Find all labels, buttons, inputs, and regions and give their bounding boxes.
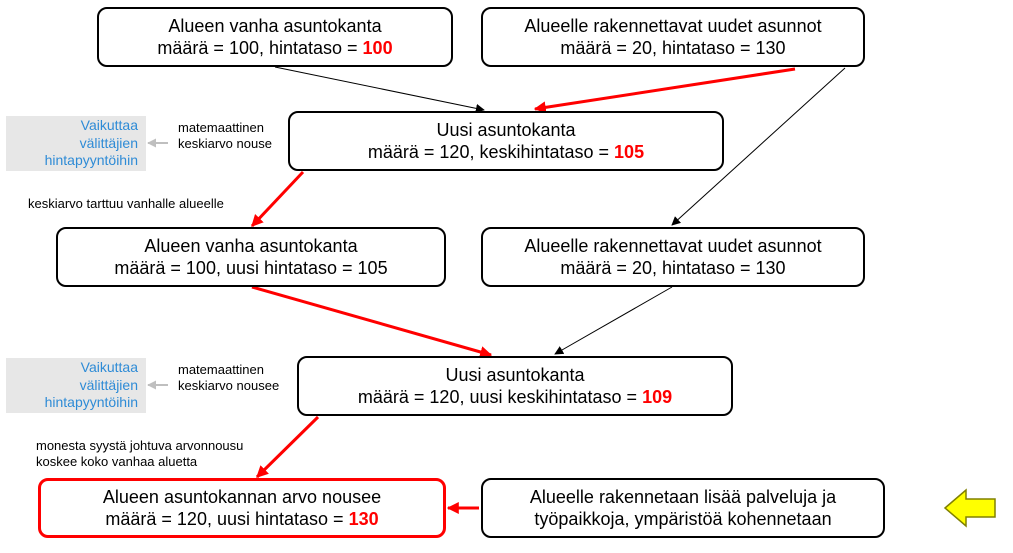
text: määrä = 20, hintataso = 130 [560,38,785,58]
node-line: Alueelle rakennettavat uudet asunnot [524,235,821,258]
node-line: välittäjien [80,377,138,395]
node-n2: Alueelle rakennettavat uudet asunnotmäär… [481,7,865,67]
node-line: määrä = 100, uusi hintataso = 105 [114,257,387,280]
caption-s7: koskee koko vanhaa aluetta [36,454,197,469]
text: määrä = 100, hintataso = [157,38,362,58]
node-line: Alueen vanha asuntokanta [168,15,381,38]
edge-n2-n3 [535,69,795,109]
node-line: hintapyyntöihin [45,152,138,170]
emphasis-text: 130 [349,509,379,529]
node-line: Alueelle rakennettavat uudet asunnot [524,15,821,38]
node-line: määrä = 120, uusi hintataso = 130 [105,508,378,531]
node-line: määrä = 120, uusi keskihintataso = 109 [358,386,672,409]
caption-s2: keskiarvo nouse [178,136,272,151]
emphasis-text: 109 [642,387,672,407]
text: hintapyyntöihin [45,152,138,168]
edge-n1-n3 [275,67,484,110]
node-n3: Uusi asuntokantamäärä = 120, keskihintat… [288,111,724,171]
caption-s3: keskiarvo tarttuu vanhalle alueelle [28,196,224,211]
edge-n3-n4 [252,172,303,226]
node-line: Alueen asuntokannan arvo nousee [103,486,381,509]
node-n1: Alueen vanha asuntokantamäärä = 100, hin… [97,7,453,67]
text: välittäjien [80,377,138,393]
text: määrä = 120, uusi hintataso = [105,509,348,529]
yellow-arrow-icon [945,490,995,526]
node-line: Uusi asuntokanta [445,364,584,387]
text: Uusi asuntokanta [436,120,575,140]
node-info2: Vaikuttaa välittäjienhintapyyntöihin [6,358,146,413]
node-n8: Alueelle rakennetaan lisää palveluja jat… [481,478,885,538]
node-n7: Alueen asuntokannan arvo nouseemäärä = 1… [38,478,446,538]
text: Uusi asuntokanta [445,365,584,385]
node-line: määrä = 120, keskihintataso = 105 [368,141,644,164]
edge-n4-n6 [252,287,491,355]
node-line: määrä = 20, hintataso = 130 [560,37,785,60]
emphasis-text: 105 [614,142,644,162]
edge-n6-n7 [257,417,318,477]
node-n5: Alueelle rakennettavat uudet asunnotmäär… [481,227,865,287]
text: Alueelle rakennetaan lisää palveluja ja [530,487,836,507]
text: hintapyyntöihin [45,394,138,410]
text: Vaikuttaa [81,117,138,133]
text: määrä = 100, uusi hintataso = 105 [114,258,387,278]
node-line: Alueelle rakennetaan lisää palveluja ja [530,486,836,509]
text: työpaikkoja, ympäristöä kohennetaan [534,509,831,529]
node-line: hintapyyntöihin [45,394,138,412]
text: määrä = 120, uusi keskihintataso = [358,387,642,407]
caption-s1: matemaattinen [178,120,264,135]
node-info1: Vaikuttaa välittäjienhintapyyntöihin [6,116,146,171]
text: Alueelle rakennettavat uudet asunnot [524,16,821,36]
text: välittäjien [80,135,138,151]
caption-s4: matemaattinen [178,362,264,377]
node-line: Uusi asuntokanta [436,119,575,142]
caption-s6: monesta syystä johtuva arvonnousu [36,438,243,453]
text: Alueen asuntokannan arvo nousee [103,487,381,507]
node-line: Vaikuttaa [81,359,138,377]
node-line: työpaikkoja, ympäristöä kohennetaan [534,508,831,531]
text: Alueelle rakennettavat uudet asunnot [524,236,821,256]
node-n4: Alueen vanha asuntokantamäärä = 100, uus… [56,227,446,287]
node-line: määrä = 100, hintataso = 100 [157,37,392,60]
node-line: Alueen vanha asuntokanta [144,235,357,258]
text: Vaikuttaa [81,359,138,375]
text: Alueen vanha asuntokanta [144,236,357,256]
node-n6: Uusi asuntokantamäärä = 120, uusi keskih… [297,356,733,416]
caption-s5: keskiarvo nousee [178,378,279,393]
node-line: välittäjien [80,135,138,153]
node-line: Vaikuttaa [81,117,138,135]
text: määrä = 120, keskihintataso = [368,142,614,162]
text: määrä = 20, hintataso = 130 [560,258,785,278]
text: Alueen vanha asuntokanta [168,16,381,36]
node-line: määrä = 20, hintataso = 130 [560,257,785,280]
edge-n5-n6 [555,287,672,354]
emphasis-text: 100 [363,38,393,58]
